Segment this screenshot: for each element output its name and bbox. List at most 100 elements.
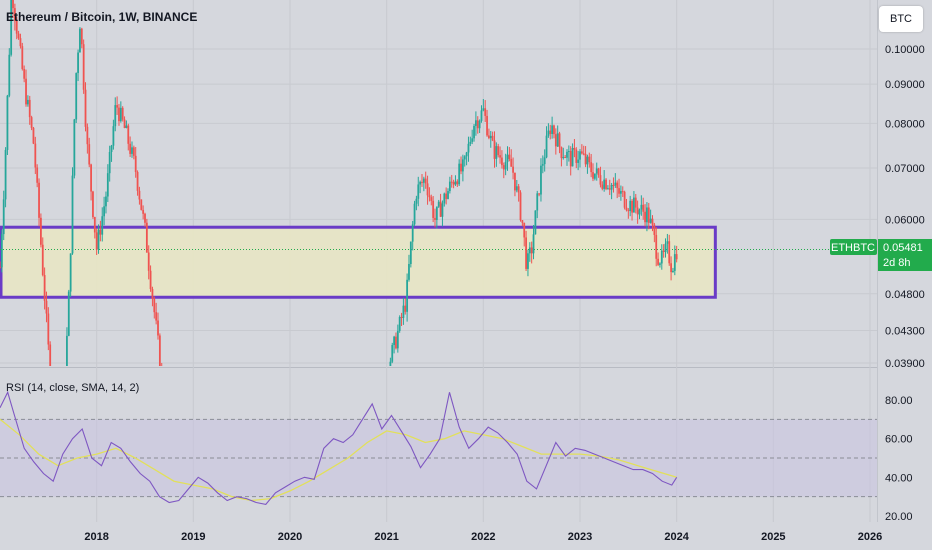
candle-body: [408, 263, 410, 280]
candle-body: [601, 184, 604, 189]
candle-body: [588, 156, 591, 163]
candle-body: [612, 184, 615, 186]
candle-body: [478, 120, 481, 129]
support-zone-rectangle[interactable]: [0, 225, 717, 299]
candle-body: [501, 157, 503, 166]
candle-body: [586, 156, 589, 165]
candle-body: [497, 146, 500, 156]
candle-body: [396, 330, 399, 349]
rsi-indicator-label[interactable]: RSI (14, close, SMA, 14, 2): [6, 382, 139, 394]
candle-body: [523, 222, 526, 238]
last-price-badge: ETHBTC 0.05481 2d 8h: [830, 239, 932, 271]
candle-body: [571, 147, 574, 167]
rsi-axis[interactable]: 80.00 60.00 40.00 20.00: [885, 395, 913, 523]
price-tick-label: 0.09000: [885, 79, 925, 91]
rsi-pane: [0, 390, 877, 506]
candle-body: [142, 209, 145, 214]
candle-body: [0, 267, 1, 269]
candle-body: [582, 153, 585, 155]
candle-body: [579, 151, 581, 160]
candle-body: [534, 210, 537, 235]
candle-body: [151, 289, 154, 299]
candle-body: [647, 207, 650, 223]
time-tick-label: 2025: [761, 531, 785, 543]
candle-body: [495, 146, 498, 159]
candle-body: [623, 191, 626, 208]
candle-body: [19, 38, 22, 47]
candle-body: [77, 52, 79, 74]
candle-body: [69, 253, 72, 292]
candle-body: [599, 175, 602, 185]
time-tick-label: 2021: [374, 531, 398, 543]
candle-body: [147, 252, 150, 271]
candle-body: [573, 147, 576, 150]
candle-body: [664, 243, 667, 252]
candle-body: [629, 200, 632, 211]
price-tick-label: 0.10000: [885, 44, 925, 56]
candle-body: [603, 179, 606, 189]
candle-body: [461, 159, 464, 172]
candle-body: [619, 191, 622, 194]
candle-body: [75, 73, 78, 120]
candle-body: [657, 258, 659, 265]
candle-body: [467, 143, 470, 153]
candle-body: [549, 130, 552, 134]
candle-body: [547, 130, 550, 136]
candle-body: [426, 183, 429, 196]
candle-body: [108, 152, 111, 174]
candle-body: [400, 316, 403, 318]
candle-body: [465, 152, 468, 157]
candle-body: [73, 119, 76, 176]
candle-body: [616, 182, 619, 189]
candle-body: [82, 44, 85, 90]
candle-body: [36, 167, 39, 183]
candle-body: [590, 162, 593, 173]
candle-body: [543, 157, 546, 165]
candle-body: [112, 126, 115, 146]
candle-body: [627, 210, 630, 212]
time-axis[interactable]: 2018 2019 2020 2021 2022 2023 2024 2025 2026: [84, 531, 882, 543]
price-axis[interactable]: 0.10000 0.09000 0.08000 0.07000 0.06000 0.048…: [885, 44, 925, 370]
candle-body: [434, 217, 436, 220]
candle-body: [17, 33, 20, 39]
candle-body: [84, 89, 87, 127]
candle-body: [4, 149, 7, 200]
candle-body: [47, 313, 50, 345]
candle-body: [605, 179, 607, 189]
candle-body: [435, 206, 438, 220]
highlight-zone-group[interactable]: [0, 225, 830, 299]
candle-body: [2, 199, 5, 235]
candle-body: [659, 263, 661, 265]
currency-button[interactable]: BTC: [879, 6, 923, 32]
candle-body: [88, 144, 91, 165]
candle-body: [621, 191, 624, 193]
candle-body: [23, 69, 26, 79]
candle-body: [567, 151, 570, 153]
candle-body: [430, 197, 433, 201]
candle-body: [606, 188, 609, 190]
pane-divider[interactable]: [0, 367, 877, 368]
candle-body: [398, 316, 401, 331]
candle-body: [618, 188, 620, 194]
candle-body: [530, 247, 533, 254]
candle-body: [395, 336, 397, 349]
candle-body: [554, 134, 557, 147]
candle-body: [653, 224, 656, 235]
candle-body: [121, 107, 124, 120]
candle-body: [13, 8, 16, 21]
candle-body: [417, 184, 420, 199]
candle-body: [404, 305, 407, 312]
candle-body: [454, 181, 457, 185]
candle-body: [553, 125, 555, 135]
candle-body: [157, 320, 159, 336]
candle-body: [649, 218, 652, 223]
candle-body: [666, 241, 669, 244]
candle-body: [391, 345, 394, 362]
candle-body: [484, 108, 487, 116]
candle-body: [439, 201, 442, 217]
candle-body: [480, 110, 483, 121]
candle-body: [140, 199, 143, 210]
candle-body: [129, 143, 132, 154]
candle-body: [527, 253, 529, 269]
